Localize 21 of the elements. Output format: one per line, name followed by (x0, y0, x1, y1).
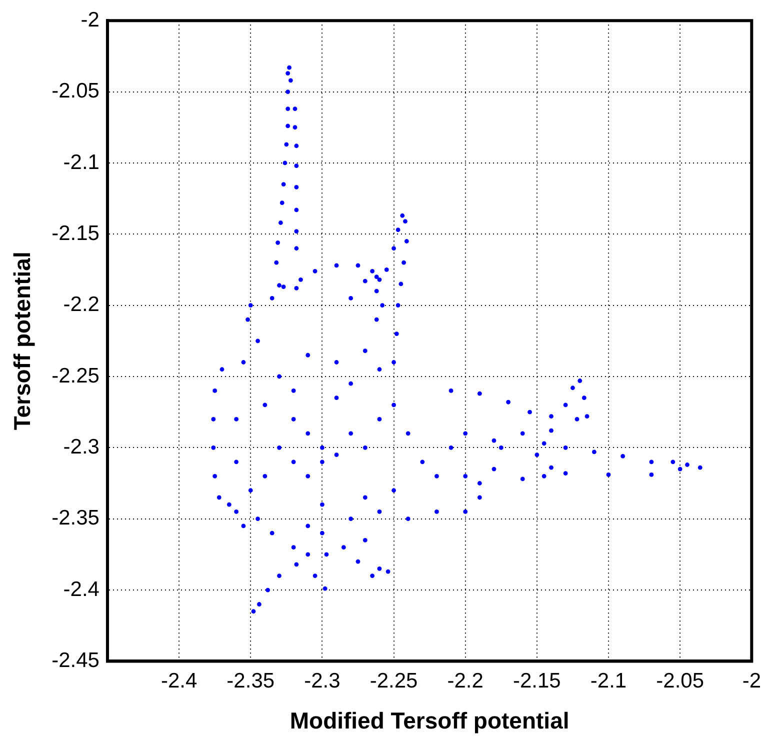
x-tick-label: -2.15 (512, 670, 561, 693)
y-tick-label: -2.35 (52, 506, 100, 530)
x-axis-title: Modified Tersoff potential (290, 708, 570, 734)
x-tick-label: -2 (742, 670, 762, 693)
y-tick-label: -2.45 (52, 648, 100, 672)
x-tick-label: -2.2 (447, 670, 484, 693)
y-tick-label: -2 (80, 8, 100, 32)
y-axis-title: Tersoff potential (9, 252, 36, 430)
x-tick-label: -2.4 (160, 670, 198, 693)
x-tick-label: -2.35 (226, 670, 275, 693)
y-tick-label: -2.2 (63, 293, 100, 316)
y-tick-label: -2.05 (52, 80, 100, 103)
y-tick-label: -2.25 (52, 364, 100, 388)
y-tick-label: -2.3 (63, 435, 100, 458)
x-tick-label: -2.3 (304, 670, 340, 693)
y-tick-label: -2.4 (63, 578, 100, 601)
y-tick-label: -2.1 (63, 150, 100, 174)
x-tick-label: -2.05 (656, 670, 704, 693)
x-tick-label: -2.25 (370, 670, 418, 693)
y-tick-label: -2.15 (52, 222, 100, 245)
x-tick-label: -2.1 (590, 670, 627, 693)
